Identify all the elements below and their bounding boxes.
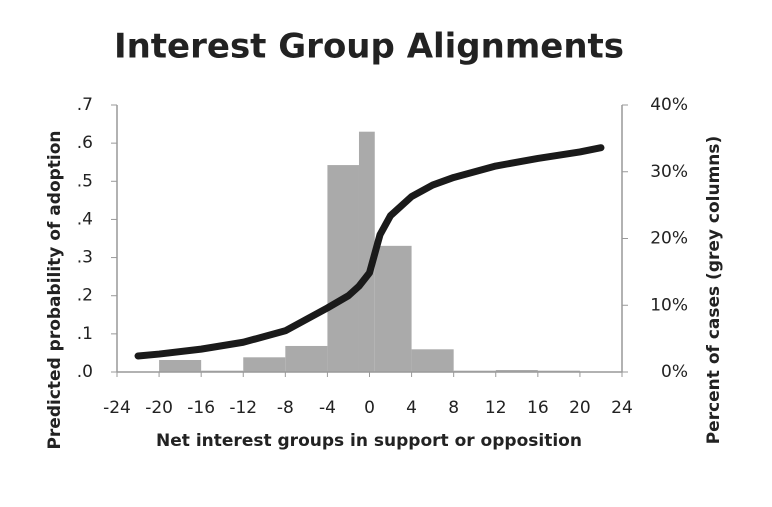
y-tick-label: .5 (77, 171, 93, 191)
x-tick-label: -12 (229, 398, 257, 418)
y2-tick-label: 20% (650, 229, 688, 249)
histogram-bar (358, 131, 375, 372)
y-tick-label: .3 (77, 248, 93, 268)
x-axis-label: Net interest groups in support or opposi… (156, 431, 582, 451)
x-tick-label: -8 (277, 398, 294, 418)
y2-tick-label: 40% (650, 95, 688, 115)
x-tick-label: 20 (569, 398, 591, 418)
x-tick-label: -16 (187, 398, 215, 418)
y-tick-label: .4 (77, 209, 93, 229)
y-tick-label: .2 (77, 286, 93, 306)
histogram-bar (374, 245, 412, 372)
x-tick-label: 8 (448, 398, 459, 418)
y-tick-label: .6 (77, 133, 93, 153)
histogram-bar (411, 349, 454, 372)
x-tick-label: 4 (406, 398, 417, 418)
y-tick-label: .1 (77, 324, 93, 344)
x-tick-label: -20 (145, 398, 173, 418)
x-tick-label: -24 (103, 398, 131, 418)
histogram-bar (285, 345, 328, 372)
y2-tick-label: 10% (650, 295, 688, 315)
histogram-bar (495, 369, 538, 372)
y-tick-label: .7 (77, 95, 93, 115)
y-tick-label: .0 (77, 362, 93, 382)
histogram-bar (327, 165, 359, 372)
y2-axis-label: Percent of cases (grey columns) (704, 136, 724, 445)
x-tick-label: 24 (611, 398, 633, 418)
histogram-bar (159, 359, 202, 372)
x-tick-label: 12 (485, 398, 507, 418)
probability-line (134, 144, 605, 360)
y2-tick-label: 0% (661, 362, 688, 382)
histogram-bar (243, 357, 286, 372)
x-tick-label: 0 (364, 398, 375, 418)
y-axis-label: Predicted probability of adoption (45, 130, 65, 449)
x-tick-label: -4 (319, 398, 336, 418)
y2-tick-label: 30% (650, 162, 688, 182)
x-tick-label: 16 (527, 398, 549, 418)
chart-title: Interest Group Alignments (114, 27, 624, 67)
